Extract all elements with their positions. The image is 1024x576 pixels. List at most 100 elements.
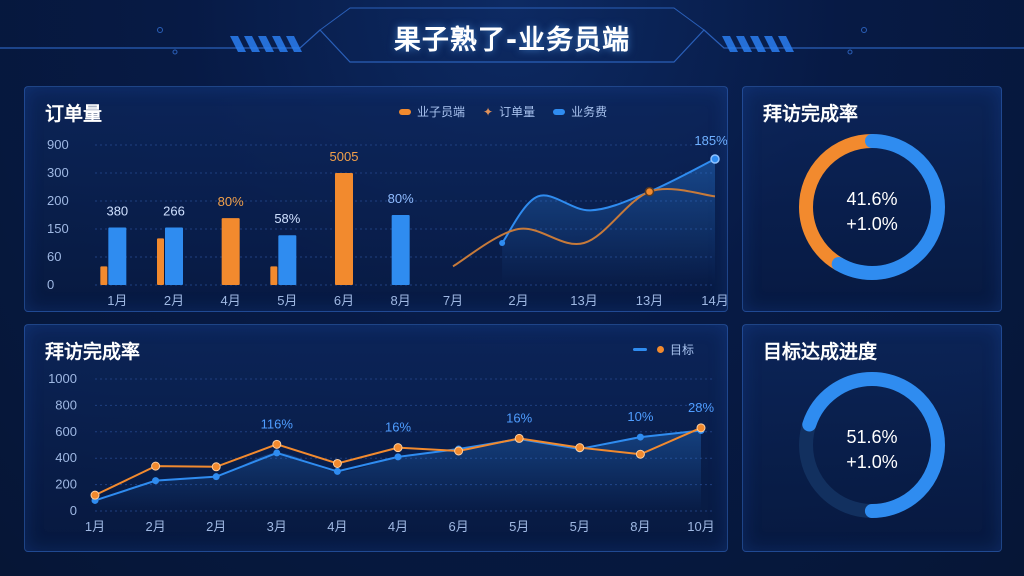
x-tick-label: 7月 [443, 293, 463, 308]
series-point-orange [635, 449, 645, 459]
data-label: 28% [688, 400, 714, 415]
legend-label: 业务费 [571, 105, 608, 119]
ring-segment [799, 372, 945, 518]
series-point-orange [696, 423, 706, 433]
visit-trend-chart: 1000 800 600 400 200 0 1月 2月 2月 3月 4月 4月 6月 5月 5月 8月 10月… [48, 371, 715, 534]
bar-data-label: 380 [106, 203, 128, 218]
bar-data-label: 80% [388, 191, 414, 206]
y-tick-label: 150 [47, 221, 69, 236]
series-point-orange [90, 490, 100, 500]
series-point-orange [332, 458, 342, 468]
x-tick-label: 8月 [630, 519, 650, 534]
series-point [710, 154, 720, 164]
y-tick-label: 800 [55, 397, 77, 412]
visit-rate-ring [799, 134, 945, 280]
series-line-orange [452, 188, 716, 268]
orders-panel: 订单量 业子员端 ✦ 订单量 业务费 900 300 200 150 60 0 1月 380 2… [24, 86, 728, 312]
ring-segment [799, 134, 945, 280]
legend-line-blue-icon [633, 348, 647, 351]
visit-rate-panel-title: 拜访完成率 [763, 103, 859, 125]
series-line-blue [501, 158, 716, 244]
bar-orange [270, 266, 278, 285]
y-tick-label: 300 [47, 165, 69, 180]
x-tick-label: 3月 [267, 519, 287, 534]
series-point-orange [393, 443, 403, 453]
x-tick-label: 13月 [636, 293, 663, 308]
bar-blue [391, 215, 410, 285]
legend-item-series2[interactable]: ✦ 订单量 [483, 103, 535, 120]
goal-ring [799, 372, 945, 518]
bar-orange [100, 266, 108, 285]
bar-blue [165, 227, 183, 285]
y-tick-label: 200 [47, 193, 69, 208]
x-tick-label: 4月 [327, 519, 347, 534]
series-point-orange [575, 443, 585, 453]
goal-panel-title: 目标达成进度 [763, 341, 878, 363]
series-point-blue [394, 453, 402, 461]
x-tick-label: 5月 [509, 519, 529, 534]
series-point-orange [151, 461, 161, 471]
bar-data-label: 80% [218, 194, 244, 209]
x-tick-label: 1月 [107, 293, 127, 308]
orders-legend: 业子员端 ✦ 订单量 业务费 [381, 103, 607, 120]
legend-line-marker-icon: ✦ [483, 104, 494, 119]
visit-rate-percent: 41.6% [846, 189, 898, 209]
legend-swatch-orange-icon [399, 108, 411, 115]
orders-chart: 900 300 200 150 60 0 1月 380 2月 266 4月 80% 5月 58% 6月 500… [47, 133, 727, 308]
x-tick-label: 6月 [334, 293, 354, 308]
series-point-blue [636, 433, 644, 441]
y-tick-label: 0 [70, 503, 77, 518]
orders-panel-title: 订单量 [45, 103, 103, 125]
goal-change: +1.0% [846, 452, 898, 472]
series-point-blue [212, 473, 220, 481]
data-label: 10% [627, 409, 653, 424]
visit-trend-panel-title: 拜访完成率 [45, 341, 141, 363]
series-point-blue [152, 477, 160, 485]
legend-swatch-blue-icon [553, 108, 566, 115]
series-point-blue [333, 467, 341, 475]
x-tick-label: 4月 [221, 293, 241, 308]
bar-blue [278, 235, 297, 285]
y-tick-label: 600 [55, 424, 77, 439]
app-title: 果子熟了-业务员端 [393, 25, 631, 56]
data-label: 116% [261, 416, 294, 431]
y-tick-label: 200 [55, 477, 77, 492]
legend-item-series1[interactable]: 业子员端 [399, 103, 465, 120]
legend-item-target[interactable]: 目标 [633, 341, 694, 358]
x-tick-label: 10月 [687, 519, 714, 534]
y-tick-label: 60 [47, 249, 61, 264]
series-point-orange [514, 433, 524, 443]
x-tick-label: 4月 [388, 519, 408, 534]
data-label: 185% [694, 133, 727, 148]
data-label: 16% [385, 420, 411, 435]
header-decoration [0, 7, 1024, 65]
x-tick-label: 2月 [508, 293, 528, 308]
x-tick-label: 6月 [448, 519, 468, 534]
area-fill [95, 430, 701, 511]
bar-data-label: 58% [274, 211, 300, 226]
area-fill [502, 159, 715, 285]
series-point-orange [454, 446, 464, 456]
legend-label: 目标 [670, 343, 695, 357]
visit-trend-legend: 目标 [615, 341, 694, 358]
series-point-orange [272, 439, 282, 449]
series-point-blue [273, 449, 281, 457]
y-tick-label: 1000 [48, 371, 77, 386]
y-tick-label: 900 [47, 137, 69, 152]
visit-rate-panel: 拜访完成率 41.6% +1.0% [742, 86, 1002, 312]
bar-orange [157, 238, 164, 285]
x-tick-label: 13月 [570, 293, 597, 308]
x-tick-label: 8月 [391, 293, 411, 308]
goal-percent: 51.6% [846, 427, 898, 447]
bar-data-label: 266 [163, 203, 185, 218]
x-tick-label: 2月 [145, 519, 165, 534]
visit-rate-change: +1.0% [846, 214, 898, 234]
x-tick-label: 2月 [164, 293, 184, 308]
x-tick-label: 1月 [85, 519, 105, 534]
legend-item-series3[interactable]: 业务费 [553, 103, 607, 120]
series-point-orange [211, 462, 221, 472]
bar-data-label: 5005 [330, 149, 359, 164]
legend-label: 订单量 [499, 105, 536, 119]
header-bar: 果子熟了-业务员端 [0, 0, 1024, 70]
legend-label: 业子员端 [417, 105, 466, 119]
